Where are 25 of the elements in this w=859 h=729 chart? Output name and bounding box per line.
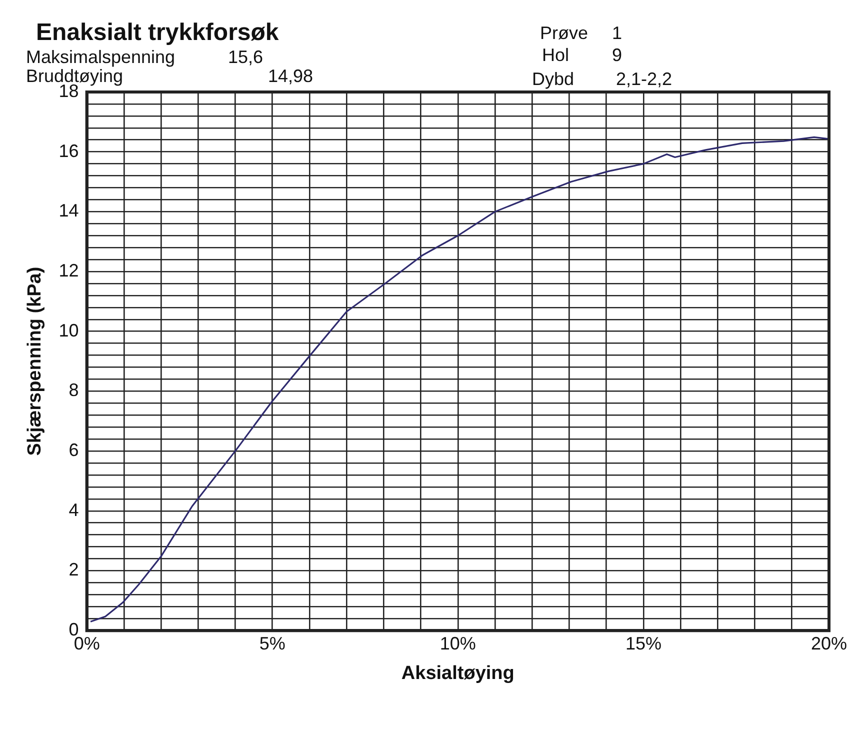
x-tick-label: 20% [810,633,848,654]
text: 14,98 [268,66,314,86]
y-tick-label: 2 [68,560,79,580]
text: Bruddtøying [26,66,124,86]
y-tick-label: 14 [58,200,79,221]
y-axis-title: Skjærspenning (kPa) [24,266,46,456]
text: Dybd [532,69,574,89]
x-tick-label: 15% [625,633,662,654]
text: Hol [542,45,570,65]
text: 1 [612,23,622,43]
y-tick-label: 4 [68,500,79,520]
x-tick-label: 5% [259,633,286,654]
chart-title: Enaksialt trykkforsøk [36,19,279,46]
y-tick-label: 8 [68,380,79,400]
y-tick-label: 10 [58,320,79,340]
y-tick-label: 6 [68,440,79,460]
text: 15,6 [228,47,264,67]
y-tick-label: 12 [58,260,79,280]
y-tick-label: 16 [58,140,79,161]
text: Prøve [540,23,588,43]
text: 9 [612,45,622,65]
text: 2,1-2,2 [616,69,672,89]
text: Maksimalspenning [26,47,176,67]
x-axis-title: Aksialtøying [401,662,514,684]
x-tick-label: 10% [440,633,476,654]
